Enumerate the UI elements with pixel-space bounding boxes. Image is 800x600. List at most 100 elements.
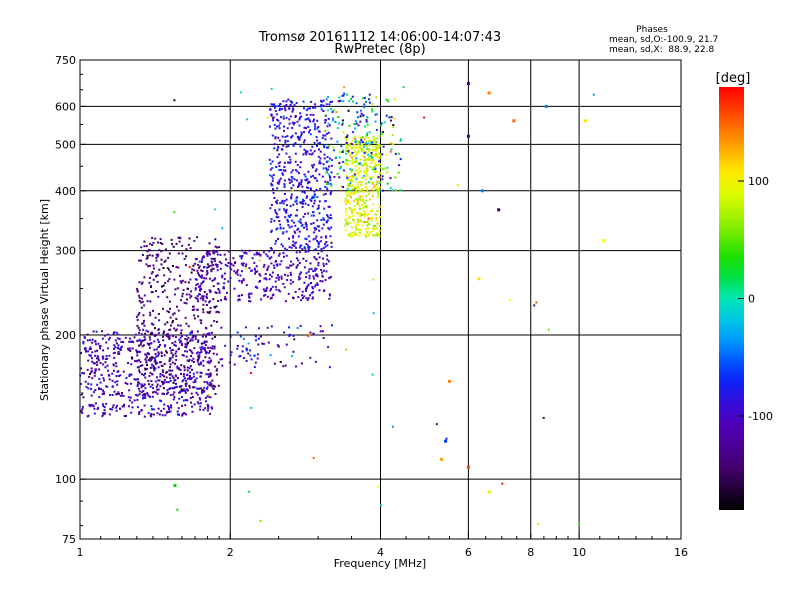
phase-point xyxy=(206,386,209,389)
phase-point xyxy=(277,145,280,148)
phase-point xyxy=(102,363,105,366)
phase-point xyxy=(363,162,366,165)
phase-point xyxy=(366,164,369,167)
phase-point xyxy=(341,94,344,97)
phase-point xyxy=(354,191,357,194)
phase-point xyxy=(196,269,199,272)
phase-point xyxy=(188,384,191,387)
phase-point xyxy=(94,402,97,405)
phase-point xyxy=(183,366,186,369)
phase-point xyxy=(213,345,216,348)
phase-point xyxy=(270,182,273,185)
phase-point xyxy=(147,265,150,268)
phase-point xyxy=(259,280,261,282)
phase-point xyxy=(271,271,274,274)
phase-point xyxy=(325,132,328,135)
phase-point xyxy=(80,367,83,370)
phase-point xyxy=(344,222,347,225)
phase-point xyxy=(353,155,356,158)
phase-point xyxy=(381,133,383,135)
phase-point xyxy=(100,374,103,376)
phase-point xyxy=(345,200,348,203)
phase-point xyxy=(305,113,308,116)
phase-point xyxy=(80,410,83,412)
phase-point xyxy=(136,324,139,327)
phase-point xyxy=(340,145,343,148)
phase-point xyxy=(345,229,348,232)
phase-point xyxy=(270,230,273,233)
phase-point xyxy=(230,351,233,354)
phase-point xyxy=(203,386,206,389)
phase-point xyxy=(201,270,204,272)
phase-point xyxy=(367,137,370,140)
phase-point xyxy=(317,142,320,145)
phase-point xyxy=(169,394,172,397)
phase-point xyxy=(312,291,314,294)
phase-point xyxy=(148,353,151,356)
phase-point xyxy=(296,327,299,329)
phase-point xyxy=(346,221,349,224)
phase-point xyxy=(294,142,297,145)
phase-point xyxy=(360,137,363,140)
phase-point xyxy=(282,169,285,172)
phase-point xyxy=(89,354,92,357)
phase-point xyxy=(282,115,285,118)
phase-point xyxy=(280,148,283,151)
phase-point xyxy=(103,392,105,395)
phase-point xyxy=(275,166,278,168)
phase-point xyxy=(192,372,195,375)
phase-point xyxy=(223,282,226,285)
phase-point xyxy=(292,240,295,243)
phase-point xyxy=(138,259,141,262)
phase-point xyxy=(376,191,379,194)
phase-point xyxy=(348,124,351,127)
phase-point xyxy=(115,393,118,396)
phase-point xyxy=(112,363,115,366)
phase-point xyxy=(332,149,335,152)
y-axis-label: Stationary phase Virtual Height [km] xyxy=(38,199,51,401)
phase-point xyxy=(238,279,241,282)
phase-point xyxy=(311,196,314,198)
phase-point xyxy=(290,195,293,198)
phase-point xyxy=(326,215,329,218)
phase-point xyxy=(166,333,169,336)
phase-point xyxy=(294,132,297,135)
phase-point xyxy=(193,334,196,337)
phase-point xyxy=(177,348,180,351)
phase-point xyxy=(253,253,256,256)
phase-point xyxy=(207,346,209,349)
phase-point xyxy=(140,333,143,336)
phase-point xyxy=(291,355,293,358)
phase-point xyxy=(357,218,359,221)
phase-point xyxy=(167,405,169,408)
phase-point xyxy=(193,386,196,389)
phase-point xyxy=(364,228,367,230)
phase-point xyxy=(290,264,293,267)
phase-point xyxy=(275,211,278,214)
phase-point xyxy=(177,266,180,269)
phase-point xyxy=(170,349,173,352)
phase-point xyxy=(146,257,149,259)
phase-point xyxy=(120,340,123,343)
phase-point xyxy=(290,180,293,183)
phase-point xyxy=(162,407,165,410)
phase-point xyxy=(154,352,157,355)
phase-point xyxy=(242,337,245,340)
phase-point xyxy=(362,114,365,116)
phase-point xyxy=(354,120,357,123)
phase-point xyxy=(349,182,352,185)
phase-point xyxy=(145,355,148,358)
phase-point xyxy=(161,414,164,417)
phase-point xyxy=(298,172,300,175)
phase-point xyxy=(326,214,329,217)
phase-point xyxy=(368,148,371,151)
phase-point xyxy=(184,384,187,387)
phase-point xyxy=(89,339,92,342)
phase-point xyxy=(93,407,96,410)
phase-point xyxy=(349,196,352,199)
phase-point xyxy=(186,377,189,380)
phase-point xyxy=(363,106,366,109)
phase-point xyxy=(307,107,310,110)
phase-point xyxy=(358,231,361,234)
phase-point xyxy=(184,337,187,340)
